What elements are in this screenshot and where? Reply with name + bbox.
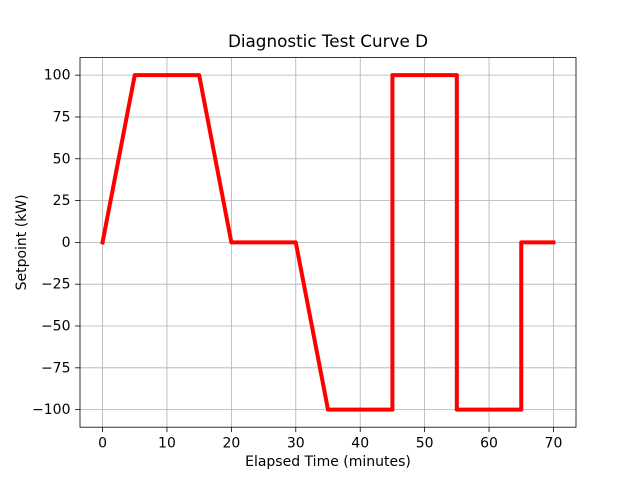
chart-title: Diagnostic Test Curve D — [228, 31, 428, 51]
x-tick-label: 20 — [222, 436, 240, 452]
tick-labels: 0 10 20 30 40 50 60 70 100 75 50 25 0 −25 −50 −75 −100 — [32, 68, 562, 452]
y-tick-label: 100 — [44, 68, 71, 84]
x-tick-label: 40 — [351, 436, 369, 452]
x-tick-label: 60 — [480, 436, 498, 452]
x-tick-label: 30 — [287, 436, 305, 452]
y-tick-label: 50 — [53, 151, 71, 167]
x-tick-label: 50 — [416, 436, 434, 452]
series-lines — [100, 73, 556, 412]
y-tick-label: 75 — [53, 109, 71, 125]
y-tick-label: −50 — [41, 318, 71, 334]
y-tick-label: 25 — [53, 193, 71, 209]
x-axis-label: Elapsed Time (minutes) — [245, 454, 411, 470]
x-tick-label: 10 — [158, 436, 176, 452]
x-tick-label: 70 — [545, 436, 563, 452]
y-tick-label: −75 — [41, 360, 71, 376]
y-tick-label: −100 — [32, 402, 70, 418]
y-axis-label: Setpoint (kW) — [14, 194, 30, 290]
tick-marks — [75, 74, 554, 433]
x-tick-label: 0 — [98, 436, 107, 452]
setpoint-curve — [100, 73, 556, 412]
y-tick-label: −25 — [41, 277, 71, 293]
y-tick-label: 0 — [62, 235, 71, 251]
